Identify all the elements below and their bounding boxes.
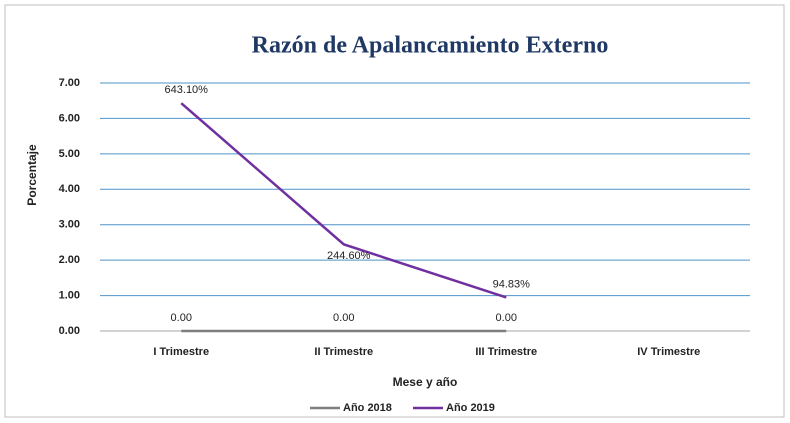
y-tick-label: 6.00 xyxy=(59,112,80,124)
chart-title: Razón de Apalancamiento Externo xyxy=(252,33,609,59)
data-label: 0.00 xyxy=(171,312,192,324)
data-label: 244.60% xyxy=(327,250,371,262)
y-tick-label: 2.00 xyxy=(59,254,80,266)
x-tick-label: IV Trimestre xyxy=(637,346,700,358)
legend-label: Año 2018 xyxy=(343,402,392,414)
y-tick-label: 7.00 xyxy=(59,77,80,89)
chart-frame xyxy=(4,4,785,418)
data-label: 643.10% xyxy=(165,84,209,96)
line-series xyxy=(180,102,507,299)
data-label: 0.00 xyxy=(333,312,354,324)
x-tick-label: II Trimestre xyxy=(314,346,373,358)
y-tick-label: 0.00 xyxy=(59,325,80,337)
y-axis-label: Porcentaje xyxy=(25,144,39,206)
y-tick-label: 3.00 xyxy=(59,219,80,231)
x-axis-label: Mese y año xyxy=(393,375,458,389)
legend-label: Año 2019 xyxy=(446,402,495,414)
x-tick-label: I Trimestre xyxy=(153,346,209,358)
data-label: 94.83% xyxy=(493,278,531,290)
y-tick-label: 1.00 xyxy=(59,289,80,301)
y-tick-label: 4.00 xyxy=(59,183,80,195)
y-tick-label: 5.00 xyxy=(59,148,80,160)
x-tick-label: III Trimestre xyxy=(475,346,537,358)
data-label: 0.00 xyxy=(496,312,517,324)
